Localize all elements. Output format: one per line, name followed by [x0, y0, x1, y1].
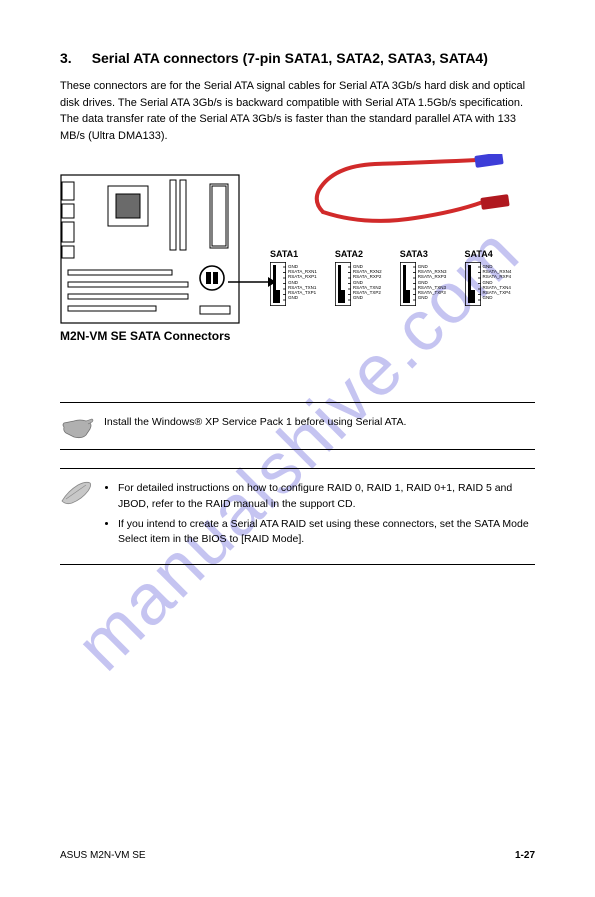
motherboard-diagram	[60, 174, 240, 324]
connector-icon	[465, 262, 481, 306]
connector-label: SATA1	[270, 249, 298, 259]
figure-caption: M2N-VM SE SATA Connectors	[60, 329, 230, 343]
page-footer: ASUS M2N-VM SE 1-27	[60, 850, 535, 861]
tips-note-block: For detailed instructions on how to conf…	[60, 468, 535, 565]
callout-arrow	[228, 275, 276, 289]
connector-icon	[400, 262, 416, 306]
section-title: Serial ATA connectors (7-pin SATA1, SATA…	[92, 50, 488, 66]
pin-labels: GNDRSATA_RXN3RSATA_RXP3GNDRSATA_TXN3RSAT…	[418, 264, 447, 300]
hand-pointing-icon	[60, 413, 94, 441]
sata-connectors-row: SATA1 GNDRSATA_RXN1RSATA_RXP1GNDRSATA_TXN…	[270, 249, 511, 306]
tip-item: For detailed instructions on how to conf…	[118, 481, 535, 513]
important-note-block: Install the Windows® XP Service Pack 1 b…	[60, 402, 535, 450]
sata-cable-illustration	[305, 154, 515, 234]
tips-list: For detailed instructions on how to conf…	[104, 481, 535, 548]
sata-connector: SATA3 GNDRSATA_RXN3RSATA_RXP3GNDRSATA_TXN…	[400, 249, 447, 306]
footer-left: ASUS M2N-VM SE	[60, 850, 146, 861]
connector-label: SATA2	[335, 249, 363, 259]
connector-icon	[270, 262, 286, 306]
figure-area: SATA1 GNDRSATA_RXN1RSATA_RXP1GNDRSATA_TXN…	[60, 154, 535, 384]
sata-connector: SATA1 GNDRSATA_RXN1RSATA_RXP1GNDRSATA_TXN…	[270, 249, 317, 306]
tip-item: If you intend to create a Serial ATA RAI…	[118, 517, 535, 549]
important-note-text: Install the Windows® XP Service Pack 1 b…	[104, 415, 535, 431]
pin-labels: GNDRSATA_RXN1RSATA_RXP1GNDRSATA_TXN1RSAT…	[288, 264, 317, 300]
connector-icon	[335, 262, 351, 306]
sata-connector: SATA2 GNDRSATA_RXN2RSATA_RXP2GNDRSATA_TXN…	[335, 249, 382, 306]
sata-connector: SATA4 GNDRSATA_RXN4RSATA_RXP4GNDRSATA_TXN…	[465, 249, 512, 306]
section-paragraph: These connectors are for the Serial ATA …	[60, 78, 535, 144]
footer-right: 1-27	[515, 850, 535, 861]
connector-label: SATA4	[465, 249, 493, 259]
section-number: 3.	[60, 50, 72, 66]
pen-icon	[60, 479, 94, 507]
connector-label: SATA3	[400, 249, 428, 259]
section-header: 3. Serial ATA connectors (7-pin SATA1, S…	[60, 50, 535, 66]
page-content: 3. Serial ATA connectors (7-pin SATA1, S…	[0, 0, 595, 605]
pin-labels: GNDRSATA_RXN4RSATA_RXP4GNDRSATA_TXN4RSAT…	[483, 264, 512, 300]
pin-labels: GNDRSATA_RXN2RSATA_RXP2GNDRSATA_TXN2RSAT…	[353, 264, 382, 300]
